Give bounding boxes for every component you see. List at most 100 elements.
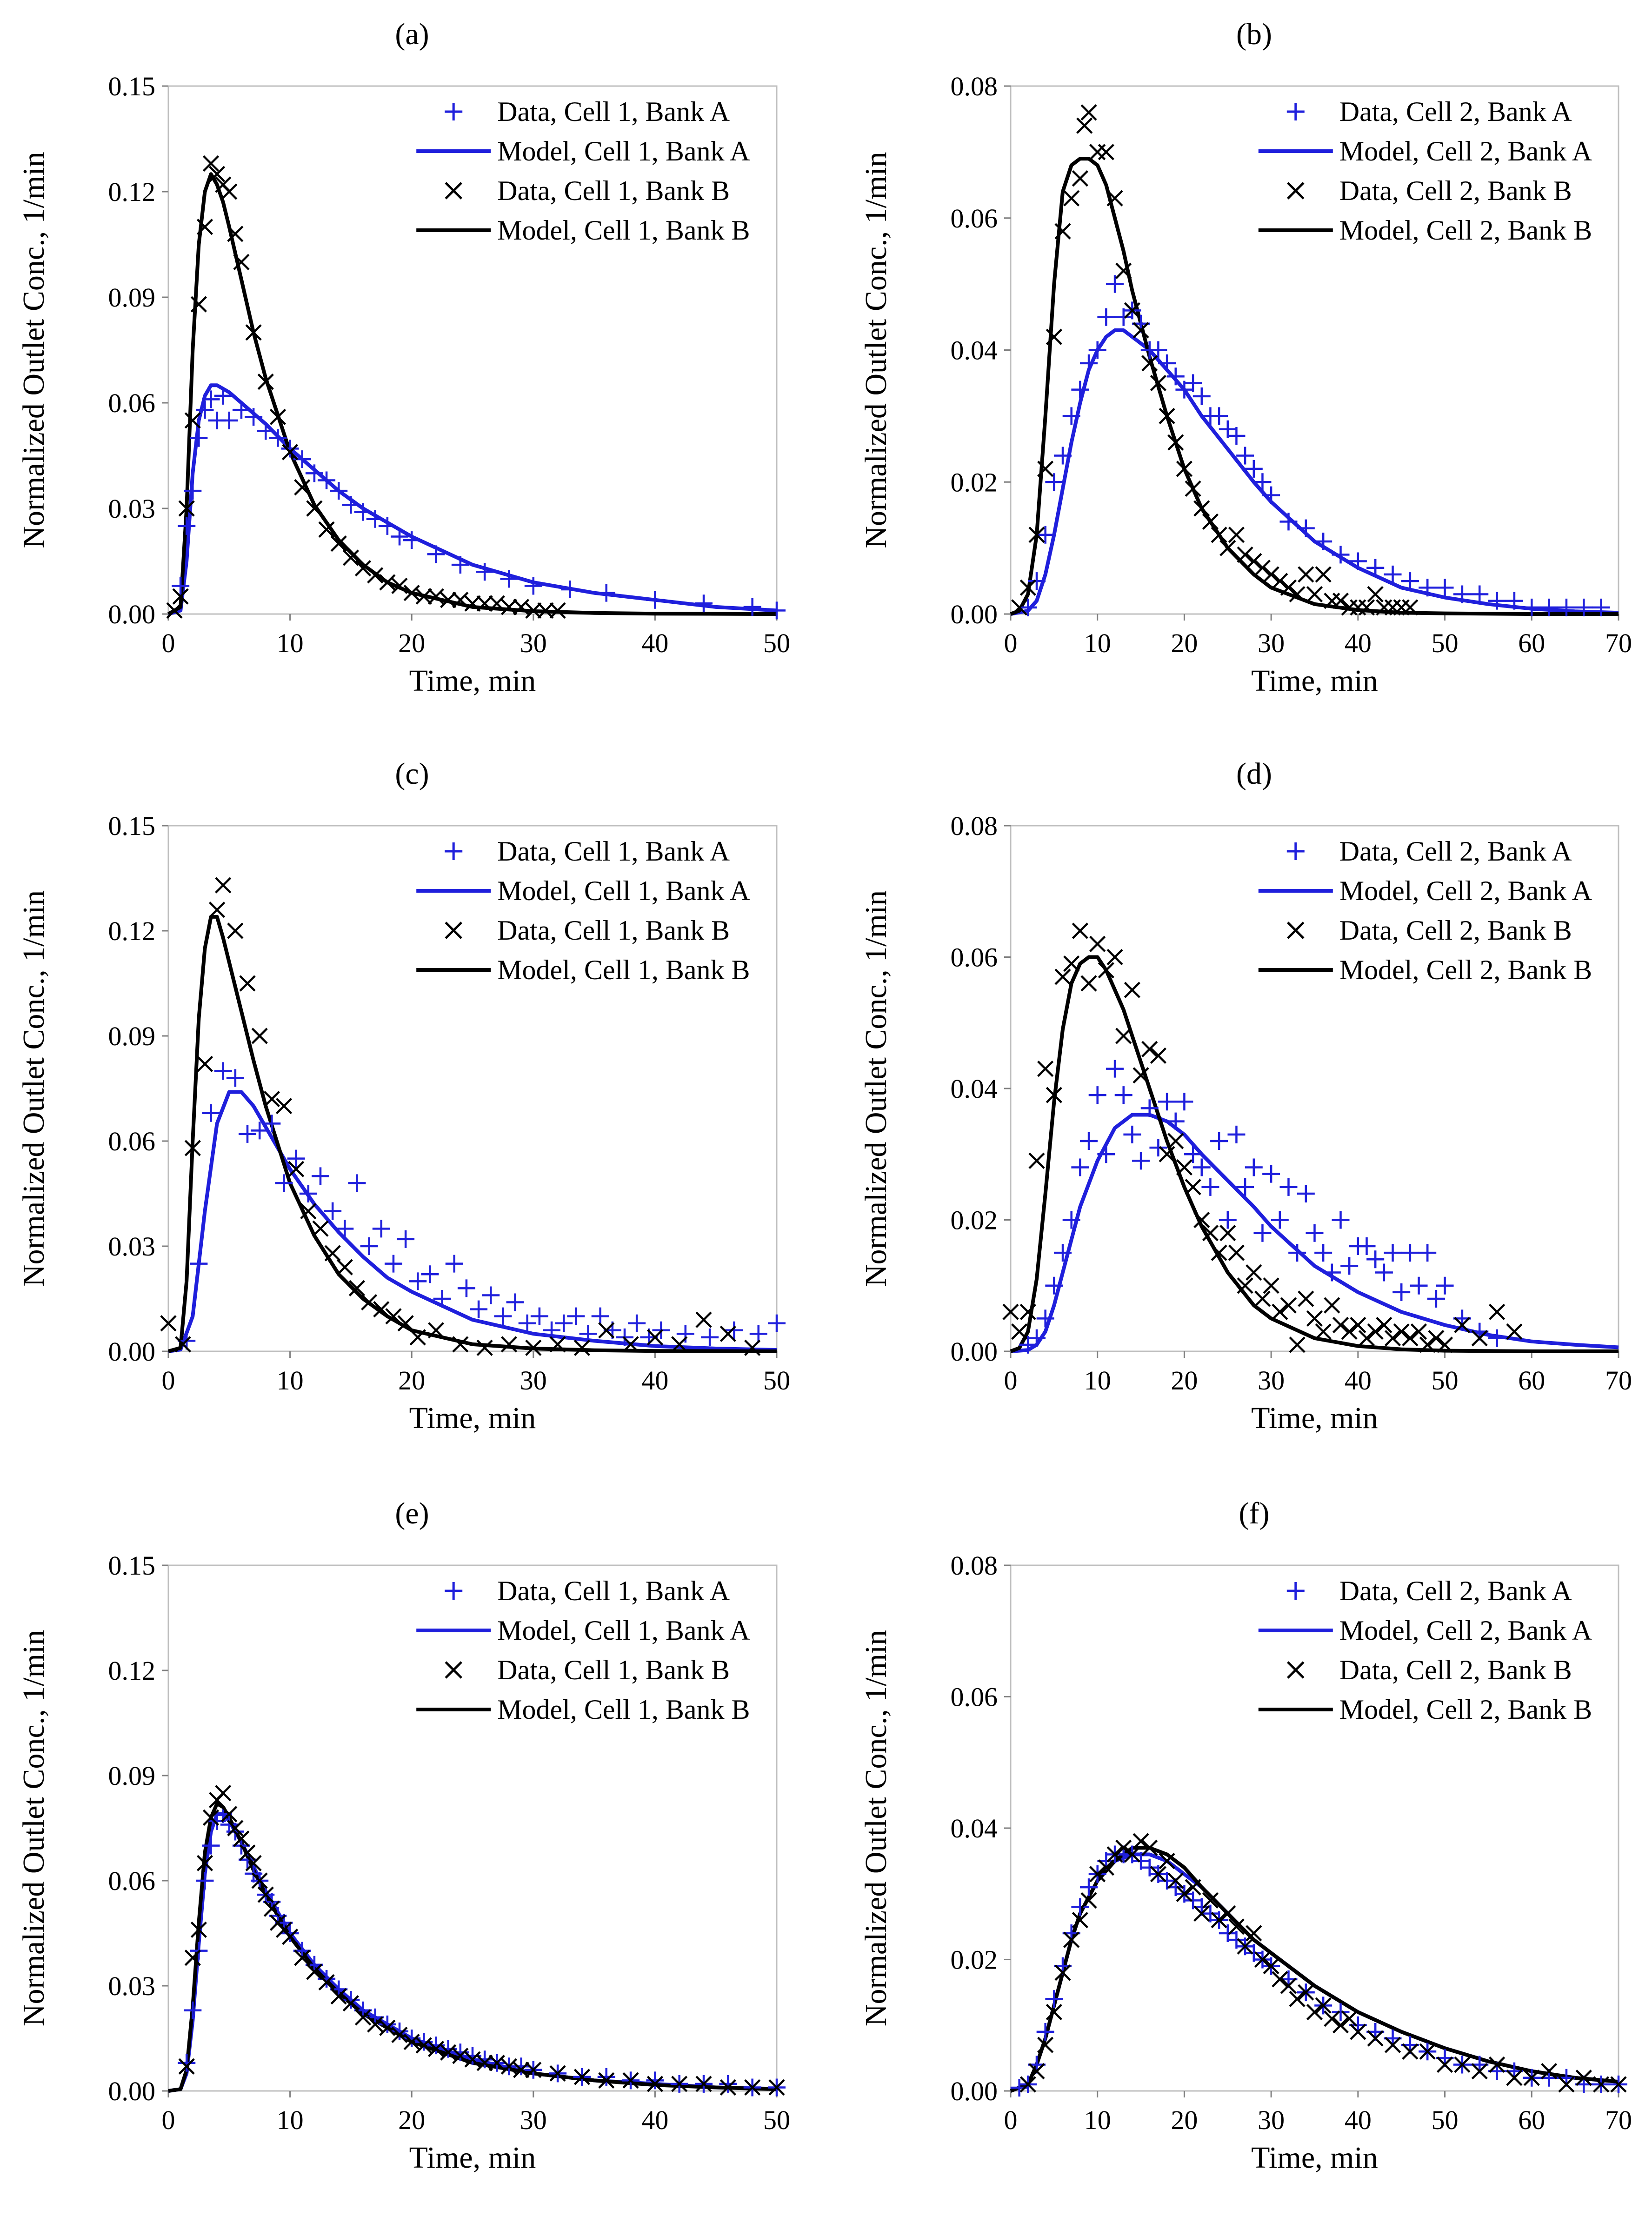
data-point-x xyxy=(1080,975,1097,992)
data-point-plus xyxy=(178,2054,196,2072)
x-tick-label: 0 xyxy=(1004,628,1018,658)
legend-entry-label: Data, Cell 1, Bank A xyxy=(497,836,730,867)
data-point-x xyxy=(1246,1925,1262,1942)
data-point-plus xyxy=(336,1220,354,1238)
legend-entry-label: Model, Cell 2, Bank B xyxy=(1339,955,1592,985)
data-point-plus xyxy=(275,1174,293,1192)
y-tick-label: 0.08 xyxy=(951,1550,998,1581)
data-point-x xyxy=(1471,2063,1488,2080)
legend-entry-label: Data, Cell 2, Bank A xyxy=(1339,836,1572,867)
legend-entry-label: Model, Cell 1, Bank A xyxy=(497,1615,750,1646)
x-tick-label: 10 xyxy=(277,628,304,658)
panel-title: (f) xyxy=(1239,1496,1270,1530)
data-point-x xyxy=(354,2009,372,2026)
data-point-plus xyxy=(202,1104,220,1122)
data-point-plus xyxy=(482,1286,500,1304)
data-point-x xyxy=(573,1339,591,1356)
legend-entry-label: Data, Cell 1, Bank B xyxy=(497,1655,730,1685)
data-point-x xyxy=(367,2016,384,2033)
data-point-x xyxy=(1306,2003,1323,2021)
data-point-plus xyxy=(1219,1211,1237,1229)
data-point-x xyxy=(221,183,238,200)
data-point-plus xyxy=(281,1924,299,1942)
x-tick-label: 20 xyxy=(1171,1365,1198,1396)
data-point-plus xyxy=(1062,407,1080,425)
panel-title: (d) xyxy=(1236,757,1272,791)
y-tick-label: 0.15 xyxy=(108,1550,156,1581)
data-point-x xyxy=(1211,527,1227,543)
data-point-plus xyxy=(202,390,220,408)
data-point-plus xyxy=(1253,473,1272,491)
data-point-x xyxy=(282,1928,299,1945)
y-tick-label: 0.09 xyxy=(108,282,156,313)
data-point-plus xyxy=(1419,579,1437,597)
y-tick-label: 0.15 xyxy=(108,811,156,841)
y-tick-label: 0.04 xyxy=(951,335,998,366)
data-point-plus xyxy=(1210,407,1228,425)
x-axis-label: Time, min xyxy=(409,2141,536,2175)
data-point-plus xyxy=(524,577,542,595)
x-tick-label: 20 xyxy=(1171,628,1198,658)
data-point-x xyxy=(160,1315,177,1332)
x-tick-label: 20 xyxy=(398,2105,425,2135)
data-point-x xyxy=(367,567,384,584)
data-point-x xyxy=(1002,1303,1019,1320)
legend-entry-label: Model, Cell 2, Bank B xyxy=(1339,215,1592,246)
x-tick-label: 50 xyxy=(763,2105,790,2135)
data-point-x xyxy=(209,901,226,918)
data-point-x xyxy=(719,1325,736,1342)
data-point-x xyxy=(695,2076,712,2092)
data-point-x xyxy=(1193,1211,1210,1229)
data-point-x xyxy=(1523,2070,1540,2086)
data-point-plus xyxy=(1401,572,1419,590)
x-tick-label: 30 xyxy=(1258,1365,1285,1396)
data-point-plus xyxy=(196,401,214,419)
data-point-x xyxy=(1150,1866,1167,1883)
data-point-x xyxy=(300,1203,317,1220)
data-point-plus xyxy=(1314,532,1332,550)
data-point-x xyxy=(1193,500,1210,517)
data-point-x xyxy=(1228,1244,1245,1261)
data-point-plus xyxy=(324,1202,342,1220)
data-point-plus xyxy=(1106,1060,1124,1078)
data-point-x xyxy=(257,374,274,390)
data-point-plus xyxy=(1192,387,1211,405)
data-point-x xyxy=(318,521,335,538)
data-point-plus xyxy=(1236,1178,1254,1196)
data-point-plus xyxy=(232,401,250,419)
y-tick-label: 0.03 xyxy=(108,1971,156,2001)
legend-plus-marker xyxy=(1286,103,1305,120)
x-axis-label: Time, min xyxy=(1251,1401,1378,1435)
data-point-x xyxy=(1263,566,1279,583)
data-point-x xyxy=(306,1963,323,1980)
data-point-plus xyxy=(433,1290,451,1308)
data-point-x xyxy=(1298,1290,1314,1307)
data-point-x xyxy=(373,1301,390,1318)
data-point-plus xyxy=(1123,1125,1141,1143)
legend-x-marker xyxy=(1287,922,1305,939)
data-point-x xyxy=(1219,1905,1236,1922)
data-point-plus xyxy=(1184,374,1202,392)
data-point-x xyxy=(695,1311,712,1328)
data-point-x xyxy=(379,574,396,591)
data-point-plus xyxy=(184,2001,202,2019)
data-point-x xyxy=(476,1339,493,1356)
data-point-plus xyxy=(597,584,615,602)
data-point-x xyxy=(646,1329,663,1346)
data-point-plus xyxy=(1140,1099,1159,1117)
data-point-x xyxy=(1046,328,1062,345)
x-tick-label: 10 xyxy=(277,1365,304,1396)
data-point-plus xyxy=(214,1062,232,1080)
y-tick-label: 0.00 xyxy=(951,1336,998,1367)
y-tick-label: 0.12 xyxy=(108,177,156,207)
data-point-plus xyxy=(1279,1178,1298,1196)
data-point-x xyxy=(598,2072,615,2089)
legend: Data, Cell 1, Bank A Model, Cell 1, Bank … xyxy=(416,1576,750,1725)
data-point-x xyxy=(768,2079,785,2096)
data-point-plus xyxy=(1488,592,1506,610)
data-point-x xyxy=(294,1950,311,1966)
x-tick-label: 0 xyxy=(1004,2105,1018,2135)
data-point-x xyxy=(251,1028,268,1044)
data-point-x xyxy=(1072,1912,1088,1929)
data-point-x xyxy=(1193,1905,1210,1922)
